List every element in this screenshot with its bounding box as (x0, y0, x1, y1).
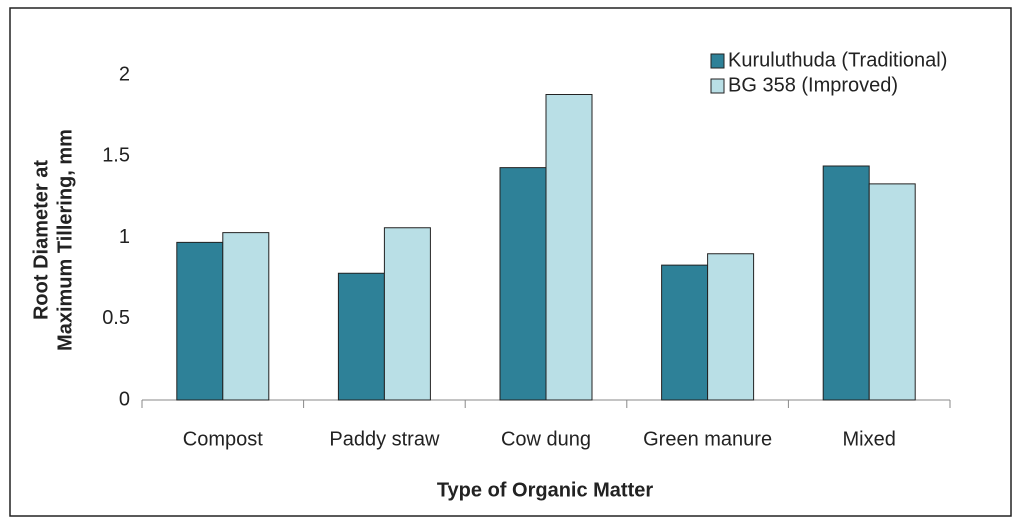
x-tick-label: Paddy straw (329, 428, 440, 450)
x-axis-label: Type of Organic Matter (437, 479, 654, 501)
y-axis-label-line: Root Diameter at (30, 160, 52, 320)
bar (707, 253, 755, 401)
y-axis-label-line: Maximum Tillering, mm (54, 129, 76, 351)
x-tick-label: Mixed (843, 428, 896, 450)
bar (822, 165, 870, 401)
y-tick-label: 1.5 (102, 145, 130, 167)
bar (176, 241, 224, 401)
bar (661, 264, 709, 401)
y-tick-label: 0 (119, 388, 130, 410)
y-axis-label: Root Diameter at Maximum Tillering, mm (30, 129, 76, 351)
y-tick-label: 2 (119, 63, 130, 85)
x-tick-label: Cow dung (501, 428, 591, 450)
bar (499, 167, 547, 401)
y-tick-label: 0.5 (102, 307, 130, 329)
legend-swatch (710, 53, 725, 69)
bar (545, 94, 593, 401)
legend-swatch (710, 78, 725, 94)
bar (868, 183, 916, 401)
bar (222, 232, 270, 401)
bar (337, 272, 385, 401)
bar (383, 227, 431, 401)
y-tick-label: 1 (119, 226, 130, 248)
x-tick-label: Green manure (643, 428, 772, 450)
legend-label: Kuruluthuda (Traditional) (728, 49, 947, 71)
legend-label: BG 358 (Improved) (728, 74, 898, 96)
x-tick-label: Compost (183, 428, 263, 450)
